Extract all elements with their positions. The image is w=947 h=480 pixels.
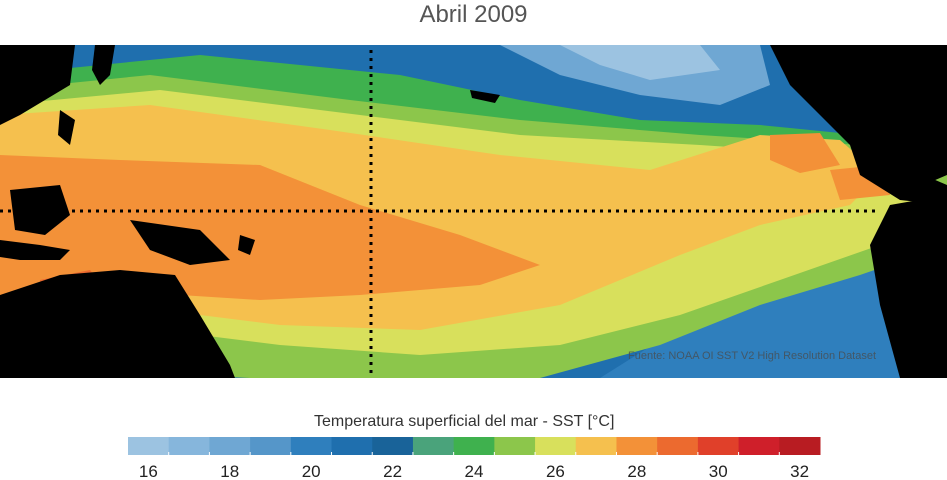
philippines-land — [58, 110, 75, 145]
colorbar-tick-label: 22 — [383, 462, 402, 480]
east-warm-patch — [770, 133, 840, 173]
asia-land — [0, 45, 75, 125]
colorbar-swatch — [412, 437, 455, 455]
south-america-land — [870, 195, 947, 378]
colorbar-swatch — [535, 437, 577, 455]
hawaii-land — [470, 90, 500, 103]
colorbar-tick-label: 30 — [709, 462, 728, 480]
colorbar-swatch — [494, 437, 536, 455]
colorbar-swatch — [657, 437, 699, 455]
colorbar: 16 18 20 22 24 26 28 30 32 — [128, 437, 821, 480]
colorbar-swatch — [290, 437, 333, 455]
sst-map — [0, 45, 947, 378]
colorbar-swatch — [575, 437, 617, 455]
north-cold-patch-2 — [560, 45, 720, 80]
north-america-land — [770, 45, 947, 195]
colorbar-label: Temperatura superficial del mar - SST [°… — [314, 413, 615, 430]
new-guinea-land — [130, 220, 230, 265]
colorbar-tick-label: 18 — [220, 462, 239, 480]
colorbar-tick-label: 16 — [139, 462, 158, 480]
colorbar-swatch — [738, 437, 780, 455]
central-america-land — [850, 145, 947, 205]
colorbar-swatch — [697, 437, 740, 455]
colorbar-swatch — [128, 437, 170, 455]
colorbar-swatch — [331, 437, 373, 455]
south-cold-region — [600, 245, 947, 378]
japan-land — [92, 45, 115, 85]
colorbar-swatch — [168, 437, 210, 455]
colorbar-swatch — [779, 437, 821, 455]
indonesia-land — [0, 240, 70, 260]
colorbar-tick-label: 26 — [546, 462, 565, 480]
australia-land — [0, 270, 235, 378]
map-title: Abril 2009 — [419, 1, 528, 28]
islands-land — [238, 235, 255, 255]
colorbar-swatch — [372, 437, 414, 455]
colorbar-swatch — [616, 437, 658, 455]
colorbar-tick-label: 28 — [627, 462, 646, 480]
warm-pool — [0, 155, 540, 300]
colorbar-tick-label: 20 — [302, 462, 321, 480]
colorbar-swatch — [453, 437, 495, 455]
source-note: Fuente: NOAA OI SST V2 High Resolution D… — [628, 350, 877, 362]
colorbar-swatch — [209, 437, 251, 455]
colorbar-tick-label: 24 — [465, 462, 484, 480]
colorbar-tick-label: 32 — [790, 462, 809, 480]
colorbar-swatch — [250, 437, 292, 455]
